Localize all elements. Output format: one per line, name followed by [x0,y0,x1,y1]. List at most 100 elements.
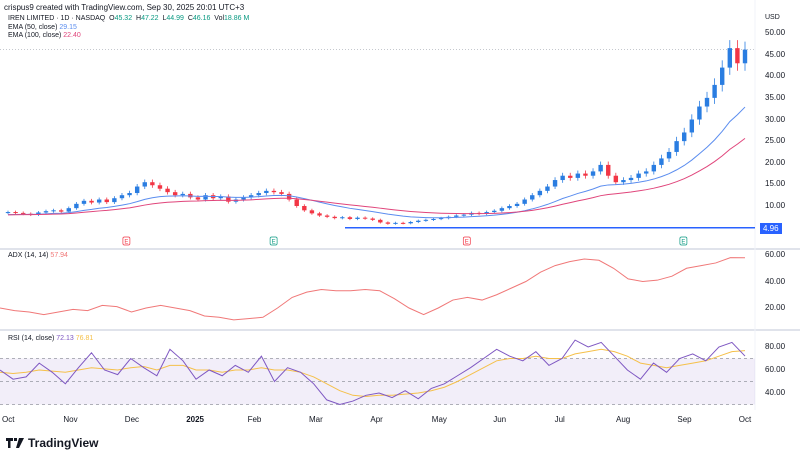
candle-body [590,171,596,176]
ema100-value: 22.40 [63,32,81,39]
candle-body [332,216,337,219]
low-label: L [162,15,167,22]
rsi-legend[interactable]: RSI (14, close) 72.13 76.81 [8,335,93,342]
candle-body [545,186,550,191]
close-value: 46.16 [192,15,211,22]
candle-body [43,211,49,213]
ema100-legend[interactable]: EMA (100, close) 22.40 [8,32,81,39]
candle-body [66,208,71,212]
candle-body [378,219,383,223]
candle-body [712,84,717,98]
candle-body [560,175,565,181]
candle-body [172,192,178,196]
time-axis-tick: 2025 [186,415,204,424]
candle-body [666,151,672,159]
currency-label: USD [765,14,780,21]
candle-body [36,212,41,215]
symbol-label[interactable]: IREN LIMITED · 1D · NASDAQ [8,15,106,22]
candle-body [362,217,368,219]
adx-axis-tick: 40.00 [765,276,786,286]
adx-label: ADX (14, 14) [8,252,49,259]
candle-body [431,218,436,220]
candle-body [286,193,292,200]
ema100-label: EMA (100, close) [8,32,62,39]
candle-body [119,195,125,199]
ema50-label: EMA (50, close) [8,24,58,31]
candle-body [682,132,687,142]
price-axis-tick: 50.00 [765,28,786,37]
candle-body [150,182,155,186]
price-axis-tick: 10.00 [765,201,786,210]
price-axis-tick: 20.00 [765,157,786,167]
candle-body [340,217,345,219]
candle-body [74,203,79,209]
candle-body [727,48,733,68]
rsi-band-background [0,358,755,405]
candle-body [606,164,611,176]
rsi-value: 72.13 [56,335,74,342]
rsi-ma-value: 76.81 [75,335,94,342]
earnings-marker-label: E [681,240,685,246]
time-axis-tick: Apr [370,415,383,424]
adx-axis-tick: 20.00 [765,303,786,312]
time-axis-tick: Feb [247,415,262,424]
candle-body [484,212,489,214]
candle-body [370,218,375,220]
candle-body [659,158,664,165]
time-axis-tick: Jul [554,415,565,424]
close-label: C [187,15,193,22]
volume-value: 18.86 M [224,15,250,22]
candle-body [530,195,535,200]
candle-body [51,210,56,212]
price-axis-tick: 45.00 [765,49,786,59]
low-value: 44.99 [166,15,184,22]
candle-body [81,200,87,204]
candle-body [218,196,223,199]
open-value: 45.32 [114,15,133,22]
candle-body [393,222,398,224]
rsi-axis-tick: 60.00 [765,365,786,374]
high-value: 47.22 [141,15,159,22]
candle-body [416,220,421,223]
time-axis-tick: Dec [124,415,140,424]
candle-body [704,97,710,107]
candle-body [142,182,147,187]
price-axis-tick: 15.00 [765,179,786,189]
candle-body [355,217,360,219]
logo-text: TradingView [28,436,99,450]
time-axis-tick: Jun [493,415,507,424]
rsi-label: RSI (14, close) [8,335,55,342]
candle-body [598,164,603,172]
candle-body [385,222,391,224]
earnings-marker [679,236,688,246]
candle-body [507,206,512,209]
earnings-marker-label: E [465,240,469,246]
candle-body [324,215,330,217]
candle-body [697,106,702,120]
rsi-axis-tick: 80.00 [765,342,786,351]
candle-body [157,185,163,189]
adx-line [0,257,746,321]
time-axis-tick: Nov [63,415,78,424]
candle-body [636,173,641,178]
candle-body [742,49,748,64]
rsi-ma-line [0,348,746,397]
ema100-line [7,138,746,216]
candle-body [522,199,527,204]
time-axis-tick: Oct [738,415,752,424]
earnings-marker [462,236,471,246]
candle-body [613,175,619,183]
candle-body [400,222,406,224]
candle-body [13,212,18,214]
adx-legend[interactable]: ADX (14, 14) 57.94 [8,252,68,259]
ema50-line [7,106,746,219]
candle-body [195,197,201,200]
candle-body [279,192,284,194]
ema50-legend[interactable]: EMA (50, close) 29.15 [8,24,77,31]
candle-body [5,212,11,214]
horizontal-line-price-label: 4.96 [760,223,782,234]
candle-body [165,188,170,193]
tradingview-logo[interactable]: TradingView [6,436,98,450]
